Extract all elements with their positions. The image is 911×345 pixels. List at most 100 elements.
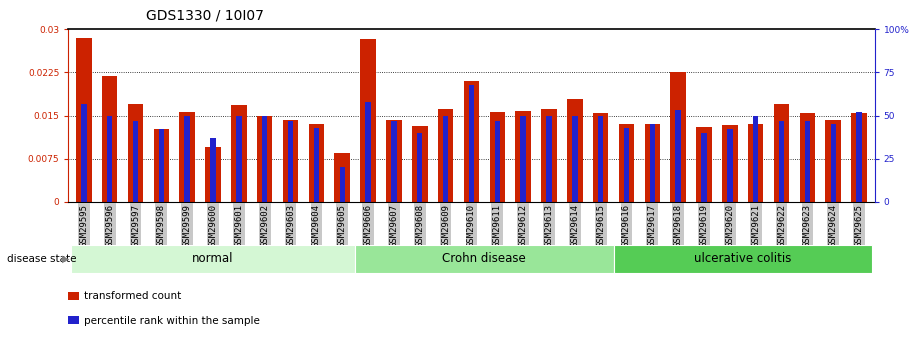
Text: GSM29612: GSM29612 <box>518 204 527 247</box>
Bar <box>205 147 220 202</box>
Text: GSM29623: GSM29623 <box>803 204 812 247</box>
Bar <box>340 167 345 202</box>
Bar <box>417 133 423 202</box>
Text: GSM29625: GSM29625 <box>855 204 864 247</box>
Bar <box>547 116 552 202</box>
Bar <box>650 124 655 202</box>
Text: GSM29613: GSM29613 <box>545 204 554 247</box>
Bar <box>282 120 298 202</box>
Text: GSM29601: GSM29601 <box>234 204 243 247</box>
Text: GSM29622: GSM29622 <box>777 204 786 247</box>
Bar <box>236 116 241 202</box>
Text: GSM29607: GSM29607 <box>389 204 398 247</box>
Bar <box>831 124 836 202</box>
Bar <box>804 121 810 202</box>
Bar <box>516 111 531 202</box>
Bar <box>727 129 732 202</box>
Bar <box>159 129 164 202</box>
Bar <box>128 104 143 202</box>
Bar <box>572 116 578 202</box>
Bar <box>696 127 711 202</box>
Text: GSM29617: GSM29617 <box>648 204 657 247</box>
Bar <box>386 120 402 202</box>
Bar <box>361 39 376 202</box>
Text: GSM29615: GSM29615 <box>596 204 605 247</box>
Bar <box>614 245 872 273</box>
Text: GSM29624: GSM29624 <box>829 204 838 247</box>
Bar <box>443 116 448 202</box>
Bar <box>567 99 582 202</box>
Bar <box>179 111 195 202</box>
Bar <box>313 128 319 202</box>
Bar <box>257 116 272 202</box>
Text: ▶: ▶ <box>62 254 69 264</box>
Text: Crohn disease: Crohn disease <box>443 252 527 265</box>
Bar <box>81 104 87 202</box>
Text: transformed count: transformed count <box>84 292 181 302</box>
Text: GSM29606: GSM29606 <box>363 204 373 247</box>
Bar <box>825 120 841 202</box>
Bar <box>262 116 268 202</box>
Text: GSM29621: GSM29621 <box>752 204 760 247</box>
Text: GSM29598: GSM29598 <box>157 204 166 247</box>
Text: GSM29604: GSM29604 <box>312 204 321 247</box>
Bar <box>334 153 350 202</box>
Text: normal: normal <box>192 252 234 265</box>
Bar <box>71 245 355 273</box>
Bar <box>309 124 324 202</box>
Bar <box>619 124 634 202</box>
Bar <box>520 116 526 202</box>
Bar <box>391 121 396 202</box>
Bar <box>210 138 216 202</box>
Bar <box>670 72 686 202</box>
Bar <box>851 113 866 202</box>
Text: GSM29599: GSM29599 <box>183 204 191 247</box>
Text: GSM29602: GSM29602 <box>261 204 270 247</box>
Text: ulcerative colitis: ulcerative colitis <box>694 252 792 265</box>
Text: GSM29600: GSM29600 <box>209 204 218 247</box>
Text: GSM29608: GSM29608 <box>415 204 425 247</box>
Bar <box>624 128 630 202</box>
Text: GSM29597: GSM29597 <box>131 204 140 247</box>
Text: disease state: disease state <box>7 254 77 264</box>
Text: GDS1330 / 10I07: GDS1330 / 10I07 <box>146 9 263 23</box>
Bar <box>107 116 112 202</box>
Text: GSM29614: GSM29614 <box>570 204 579 247</box>
Bar <box>288 121 293 202</box>
Text: GSM29605: GSM29605 <box>338 204 347 247</box>
Bar <box>438 109 454 202</box>
Bar <box>800 113 815 202</box>
Text: GSM29609: GSM29609 <box>441 204 450 247</box>
Bar <box>856 112 862 202</box>
Bar <box>541 109 557 202</box>
Bar <box>722 125 738 202</box>
Bar <box>185 116 189 202</box>
Bar <box>154 129 169 202</box>
Text: GSM29616: GSM29616 <box>622 204 631 247</box>
Bar <box>231 105 247 202</box>
Text: GSM29620: GSM29620 <box>725 204 734 247</box>
Bar <box>753 116 758 202</box>
Bar <box>645 124 660 202</box>
Bar <box>701 133 707 202</box>
Text: GSM29618: GSM29618 <box>673 204 682 247</box>
Bar <box>748 124 763 202</box>
Bar <box>102 77 118 202</box>
Bar <box>489 111 505 202</box>
Bar <box>365 102 371 202</box>
Bar <box>77 38 92 202</box>
Text: GSM29603: GSM29603 <box>286 204 295 247</box>
Bar <box>593 113 609 202</box>
Text: GSM29611: GSM29611 <box>493 204 502 247</box>
Text: GSM29595: GSM29595 <box>79 204 88 247</box>
Bar <box>779 121 784 202</box>
Bar <box>464 81 479 202</box>
Text: GSM29619: GSM29619 <box>700 204 709 247</box>
Bar <box>773 104 789 202</box>
Bar <box>675 110 681 202</box>
Bar <box>598 116 603 202</box>
Bar <box>133 121 138 202</box>
Bar <box>495 121 500 202</box>
Bar <box>412 126 427 202</box>
Text: GSM29610: GSM29610 <box>467 204 476 247</box>
